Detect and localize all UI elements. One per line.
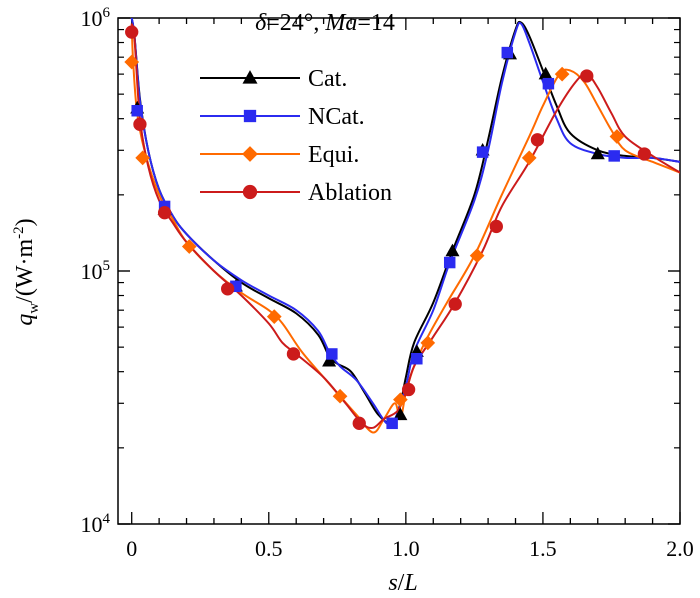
- marker-cat: [322, 353, 337, 367]
- marker-ablation: [637, 147, 652, 161]
- x-tick-label: 1.0: [392, 536, 420, 561]
- y-axis-title: qw/(W·m-2): [11, 218, 42, 325]
- series-line-equi: [130, 23, 680, 434]
- y-tick-label: 104: [81, 511, 111, 537]
- legend-marker-ablation: [242, 184, 258, 200]
- legend-label-equi: Equi.: [308, 142, 359, 168]
- marker-cat: [590, 146, 605, 160]
- marker-ablation: [125, 25, 139, 39]
- x-tick-label: 0.5: [255, 536, 283, 561]
- marker-ablation: [580, 69, 594, 83]
- series-lines: [130, 18, 680, 434]
- y-minor-ticks: [118, 28, 680, 449]
- legend-label-ablation: Ablation: [308, 180, 392, 206]
- marker-ablation: [352, 416, 366, 430]
- marker-equi: [554, 66, 570, 82]
- marker-ncat: [443, 256, 456, 269]
- marker-equi: [393, 392, 408, 408]
- marker-equi: [609, 129, 625, 144]
- marker-ncat: [411, 352, 423, 365]
- plot-frame: [117, 17, 681, 525]
- legend: Cat. NCat. Equi. Ablation: [200, 66, 392, 206]
- marker-ablation: [157, 206, 172, 220]
- marker-ablation: [221, 282, 235, 296]
- legend-marker-equi: [242, 146, 258, 162]
- x-tick-label: 2.0: [666, 536, 694, 561]
- marker-ncat: [326, 348, 338, 360]
- marker-ncat: [386, 417, 398, 430]
- marker-equi: [521, 150, 537, 166]
- marker-ncat: [131, 104, 143, 117]
- marker-ablation: [286, 347, 301, 361]
- marker-ncat: [476, 146, 489, 158]
- series-line-ncat: [130, 18, 680, 426]
- marker-ncat: [501, 46, 514, 59]
- marker-ablation: [530, 133, 545, 147]
- marker-ncat: [542, 77, 555, 90]
- x-axis-title: s/L: [388, 570, 417, 596]
- marker-equi: [420, 335, 436, 351]
- marker-ncat: [230, 280, 242, 293]
- marker-cat: [393, 407, 408, 421]
- marker-ablation: [489, 219, 503, 234]
- marker-ncat: [608, 150, 620, 162]
- y-major-ticks: 104 105 106: [81, 5, 680, 537]
- marker-ablation: [133, 117, 147, 131]
- marker-equi: [124, 54, 140, 70]
- marker-equi: [135, 150, 151, 166]
- marker-equi: [332, 388, 348, 404]
- x-ticks: 0 0.5 1.0 1.5 2.0: [126, 18, 694, 561]
- series-markers: [124, 25, 652, 430]
- marker-ablation: [401, 382, 416, 397]
- y-tick-label: 106: [81, 5, 111, 31]
- x-tick-label: 1.5: [529, 536, 557, 561]
- chart-title: δ=24°, Ma=14: [255, 10, 395, 36]
- series-line-ablation: [130, 23, 680, 429]
- legend-label-cat: Cat.: [308, 66, 347, 92]
- marker-equi: [469, 248, 485, 263]
- legend-marker-ncat: [243, 109, 257, 123]
- marker-cat: [538, 66, 553, 80]
- y-tick-label: 105: [81, 258, 111, 284]
- marker-equi: [266, 309, 282, 325]
- marker-cat: [445, 243, 460, 257]
- x-tick-label: 0: [126, 536, 137, 561]
- legend-marker-cat: [242, 70, 258, 84]
- legend-label-ncat: NCat.: [308, 104, 365, 130]
- marker-equi: [181, 239, 197, 254]
- marker-ablation: [448, 297, 462, 311]
